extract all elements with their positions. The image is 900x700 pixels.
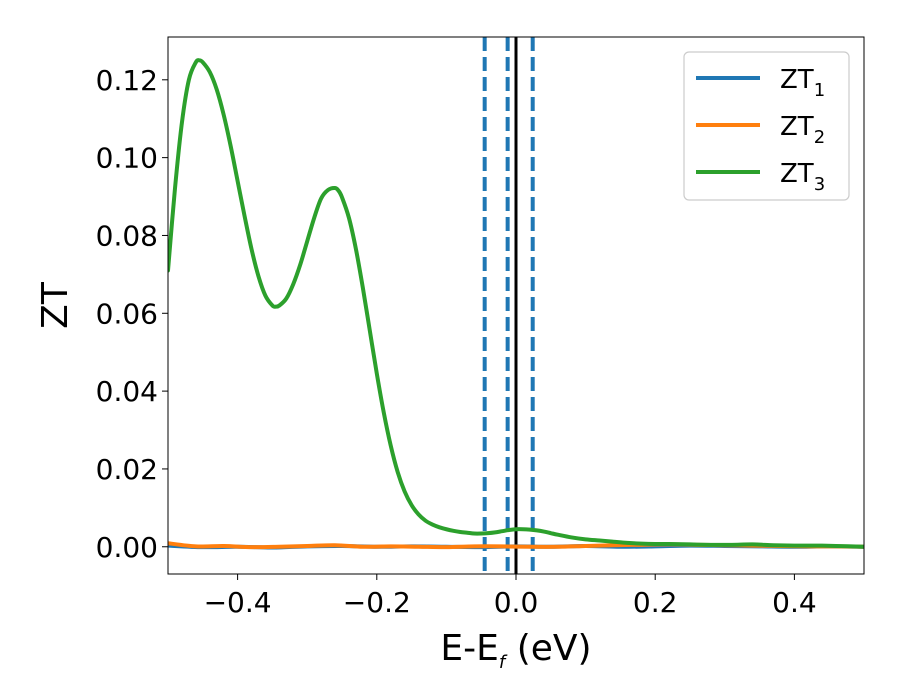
y-tick-label: 0.00: [96, 531, 158, 564]
x-tick-label: −0.2: [343, 586, 411, 619]
y-tick-label: 0.10: [96, 142, 158, 175]
x-axis-title-main: E-E: [440, 628, 498, 669]
y-axis: 0.00 0.02 0.04 0.06 0.08 0.10 0.12: [96, 64, 168, 564]
y-tick-label: 0.04: [96, 375, 158, 408]
x-axis-title-unit: (eV): [505, 628, 591, 669]
x-tick-label: 0.0: [494, 586, 539, 619]
x-tick-label: −0.4: [204, 586, 272, 619]
legend-frame: [683, 51, 850, 201]
x-axis-title: E-Ef (eV): [440, 628, 591, 673]
legend-label-zt3: ZT3: [780, 159, 825, 195]
legend-label-zt2: ZT2: [780, 112, 825, 148]
x-axis-title-subscript: f: [499, 652, 508, 673]
reference-lines: [482, 37, 535, 574]
legend: ZT1 ZT2 ZT3: [683, 51, 850, 201]
x-tick-label: 0.4: [772, 586, 817, 619]
y-tick-label: 0.06: [96, 297, 158, 330]
x-tick-label: 0.2: [633, 586, 678, 619]
y-tick-label: 0.12: [96, 64, 158, 97]
y-axis-title: ZT: [35, 281, 76, 329]
series-line-zt3: [168, 58, 864, 549]
y-tick-label: 0.08: [96, 219, 158, 252]
x-axis: −0.4 −0.2 0.0 0.2 0.4: [204, 574, 817, 619]
legend-label-zt1: ZT1: [780, 65, 825, 101]
series-lines: [168, 58, 864, 550]
y-tick-label: 0.02: [96, 453, 158, 486]
